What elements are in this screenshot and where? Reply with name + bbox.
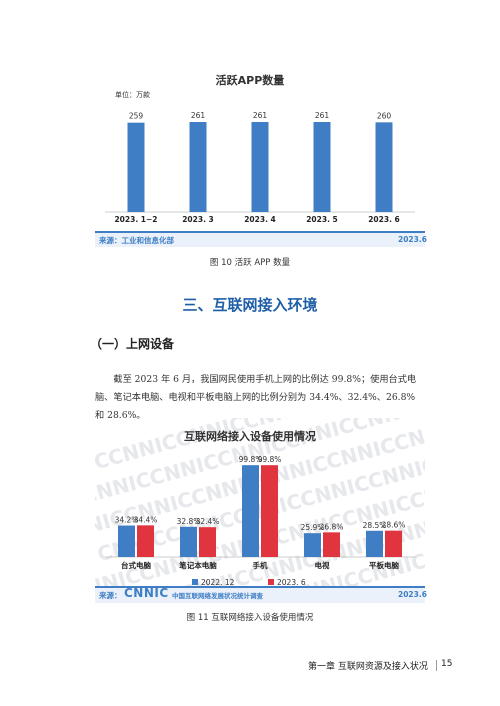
- legend-swatch: [268, 579, 274, 585]
- chart1-data-label: 261: [253, 111, 268, 120]
- chart1-tick-label: 2023. 1−2: [114, 215, 157, 224]
- chart2-tick-label: 电视: [315, 560, 330, 570]
- legend-swatch: [192, 579, 198, 585]
- section-title: 三、互联网接入环境: [0, 294, 500, 315]
- chart2-bar: [323, 532, 340, 557]
- chart1-tick-label: 2023. 3: [182, 215, 214, 224]
- chart2-bar: [304, 533, 321, 557]
- chart2-bar: [137, 525, 154, 557]
- chart1-data-label: 261: [315, 111, 330, 120]
- chart1-data-label: 259: [129, 112, 144, 121]
- chart1-date: 2023.6: [398, 235, 427, 244]
- chart1-tick-label: 2023. 4: [244, 215, 276, 224]
- chart2-data-label: 26.8%: [320, 522, 344, 531]
- chart1-bar: [252, 122, 269, 212]
- chart1-tick-label: 2023. 5: [306, 215, 338, 224]
- chart1-bar: [190, 122, 207, 212]
- chart2-bar: [180, 527, 197, 557]
- chart2-bar: [118, 526, 135, 557]
- chart1-bar: [314, 122, 331, 212]
- chart2-source-prefix: 来源：: [99, 590, 122, 601]
- chart2-data-label: 34.4%: [134, 515, 158, 524]
- footer-divider: [436, 660, 437, 671]
- chart2-source-name: 中国互联网络发展状况统计调查: [172, 590, 263, 600]
- chart2-bar: [261, 465, 278, 557]
- chart1-caption: 图 10 活跃 APP 数量: [0, 256, 500, 268]
- paragraph: 截至 2023 年 6 月，我国网民使用手机上网的比例达 99.8%；使用台式电…: [95, 371, 425, 425]
- chart1-tick-label: 2023. 6: [368, 215, 400, 224]
- page-number: 15: [441, 659, 452, 669]
- chart1-bar: [128, 123, 145, 212]
- chart1-unit: 单位：万款: [115, 90, 150, 100]
- footer-text: 第一章 互联网资源及接入状况: [308, 659, 428, 672]
- chart2-date: 2023.6: [398, 590, 427, 599]
- chart2-data-label: 32.4%: [196, 517, 220, 526]
- chart1-bar: [376, 122, 393, 212]
- chart2-title: 互联网络接入设备使用情况: [0, 428, 500, 444]
- chart2-bar: [242, 465, 259, 557]
- cnnic-logo: CNNIC: [124, 586, 169, 600]
- chart1-title: 活跃APP数量: [0, 72, 500, 88]
- chart2-caption: 图 11 互联网络接入设备使用情况: [0, 611, 500, 623]
- chart2-tick-label: 平板电脑: [369, 560, 399, 570]
- chart2-bar: [366, 531, 383, 557]
- chart1-plot: 259 2023. 1−2 261 2023. 3 261 2023. 4 261 2023.…: [95, 100, 425, 230]
- chart1-data-label: 261: [191, 111, 206, 120]
- chart1-data-label: 260: [377, 111, 392, 120]
- subsection-title: （一）上网设备: [90, 335, 174, 352]
- chart2-bar: [199, 527, 216, 557]
- chart1-source: 来源：工业和信息化部: [99, 235, 174, 246]
- chart2-plot: 34.2%34.4%台式电脑32.8%32.4%笔记本电脑99.8%99.8%手…: [95, 445, 425, 587]
- chart2-data-label: 99.8%: [258, 455, 282, 464]
- chart2-bar: [385, 531, 402, 557]
- chart2-tick-label: 笔记本电脑: [179, 560, 217, 570]
- chart2-tick-label: 手机: [253, 560, 268, 570]
- chart2-tick-label: 台式电脑: [121, 560, 151, 570]
- chart2-data-label: 28.6%: [382, 521, 406, 530]
